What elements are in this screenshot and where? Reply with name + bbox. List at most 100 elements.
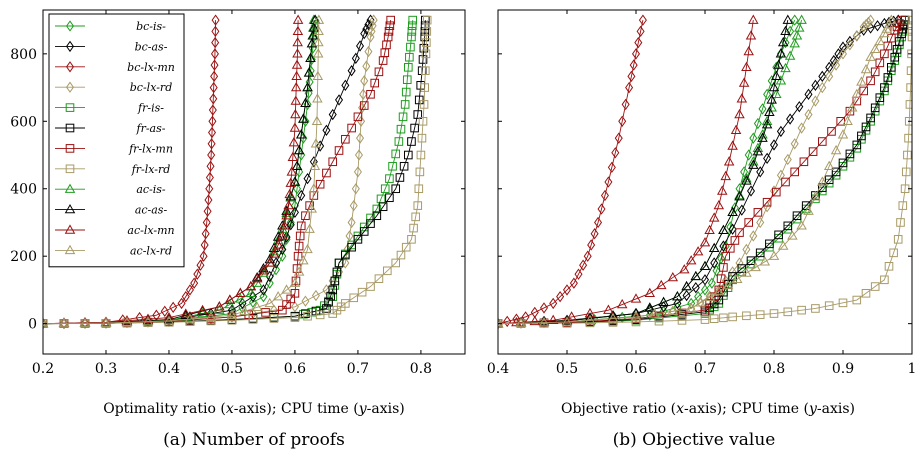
series-point-bc-as (362, 23, 371, 35)
series-point-fr-lx-mn (716, 274, 726, 283)
series-point-fr-as (866, 113, 875, 123)
series-point-fr-lx-rd (700, 315, 710, 324)
series-point-bc-is (293, 183, 302, 195)
series-point-fr-lx-mn (897, 15, 906, 25)
series-point-ac-lx-rd (281, 284, 292, 294)
series-point-fr-lx-mn (334, 146, 344, 155)
series-point-bc-as (710, 257, 719, 269)
series-point-bc-lx-mn (583, 250, 592, 262)
series-line-bc-lx-rd (498, 19, 871, 325)
legend-label: fr-lx-rd (131, 163, 171, 176)
series-point-fr-lx-rd (418, 116, 428, 126)
series-point-fr-lx-rd (906, 83, 912, 92)
series-point-ac-lx-mn (291, 70, 302, 81)
series-point-ac-lx-rd (311, 115, 323, 125)
series-point-ac-lx-rd (312, 48, 324, 58)
series-point-fr-is (401, 87, 411, 97)
series-point-fr-lx-rd (889, 248, 898, 258)
series-point-ac-lx-mn (290, 95, 302, 105)
series-point-fr-lx-rd (901, 167, 911, 177)
series-point-bc-is (290, 199, 299, 212)
series-point-ac-lx-mn (292, 36, 303, 47)
series-point-fr-lx-rd (422, 38, 431, 47)
series-point-ac-lx-rd (251, 301, 263, 312)
series-point-fr-lx-mn (705, 299, 714, 308)
series-group (498, 14, 912, 330)
series-point-fr-is (385, 174, 394, 183)
series-point-ac-lx-rd (886, 14, 897, 24)
series-point-bc-is (286, 216, 295, 229)
series-point-fr-lx-mn (808, 147, 818, 156)
series-point-bc-is (744, 149, 753, 161)
series-point-fr-as (334, 258, 344, 268)
series-point-fr-is (404, 63, 413, 72)
series-point-ac-lx-rd (561, 316, 573, 326)
series-point-bc-lx-rd (349, 199, 358, 212)
series-point-bc-lx-mn (209, 93, 218, 105)
series-point-bc-is (758, 103, 767, 115)
series-point-fr-is (407, 32, 416, 42)
series-point-ac-lx-mn (288, 137, 300, 147)
series-point-fr-lx-rd (861, 288, 871, 298)
series-point-bc-as (297, 189, 306, 202)
series-point-fr-lx-rd (631, 317, 641, 327)
series-point-fr-as (737, 264, 747, 273)
series-point-bc-lx-mn (201, 228, 210, 240)
series-point-bc-as (309, 156, 318, 168)
series-point-fr-lx-mn (341, 134, 350, 144)
series-point-bc-lx-rd (43, 317, 48, 330)
series-point-ac-as (302, 81, 313, 92)
series-point-bc-as (776, 125, 785, 138)
series-point-bc-lx-rd (369, 14, 378, 26)
series-point-fr-lx-mn (870, 67, 880, 77)
series-point-ac-lx-mn (214, 301, 225, 311)
series-point-bc-as (763, 152, 772, 165)
series-point-bc-as (356, 40, 365, 52)
series-point-bc-lx-mn (562, 284, 572, 296)
series-point-ac-as (305, 52, 316, 63)
series-point-fr-lx-rd (421, 66, 430, 76)
legend-label: fr-is- (137, 102, 164, 115)
series-point-fr-lx-rd (422, 27, 432, 36)
series-point-fr-as (328, 285, 338, 295)
series-point-fr-lx-mn (384, 27, 394, 36)
series-point-fr-lx-mn (322, 168, 331, 178)
series-point-fr-lx-mn (328, 157, 338, 167)
series-point-fr-lx-rd (880, 275, 889, 285)
series-point-bc-lx-mn (539, 302, 549, 314)
series-point-fr-as (875, 93, 885, 102)
series-point-fr-lx-mn (315, 179, 325, 189)
series-point-ac-lx-mn (644, 287, 656, 297)
series-point-fr-lx-mn (875, 58, 885, 68)
y-tick-label: 400 (10, 182, 37, 198)
series-point-ac-lx-rd (308, 183, 320, 193)
series-point-bc-lx-mn (169, 301, 178, 314)
series-point-ac-is (796, 14, 807, 24)
series-point-fr-as (347, 242, 356, 252)
series-point-ac-as (708, 242, 720, 253)
series-point-ac-as (773, 59, 784, 69)
series-point-fr-lx-mn (291, 276, 301, 286)
series-point-bc-as (366, 14, 375, 26)
series-point-ac-lx-rd (823, 160, 835, 170)
series-point-fr-lx-rd (269, 314, 279, 323)
series-point-fr-lx-rd (905, 100, 912, 109)
series-point-bc-lx-rd (859, 21, 868, 33)
x-tick-label: 0.9 (832, 361, 854, 377)
series-point-ac-lx-rd (58, 317, 70, 328)
series-point-bc-is (740, 166, 749, 178)
series-point-bc-lx-rd (811, 95, 820, 107)
series-point-ac-lx-mn (741, 61, 752, 72)
series-point-fr-lx-rd (396, 250, 406, 260)
series-point-ac-as (775, 48, 787, 58)
series-point-bc-lx-mn (211, 14, 220, 26)
series-point-bc-lx-rd (838, 48, 848, 60)
x-tick-label: 0.2 (32, 361, 54, 377)
series-point-ac-lx-mn (285, 177, 296, 187)
series-point-ac-lx-rd (607, 312, 619, 323)
series-point-fr-lx-mn (294, 241, 304, 251)
series-point-bc-as (347, 65, 356, 77)
series-point-fr-lx-rd (811, 304, 820, 313)
x-tick-label: 0.5 (556, 361, 578, 377)
series-point-bc-lx-rd (825, 70, 834, 82)
